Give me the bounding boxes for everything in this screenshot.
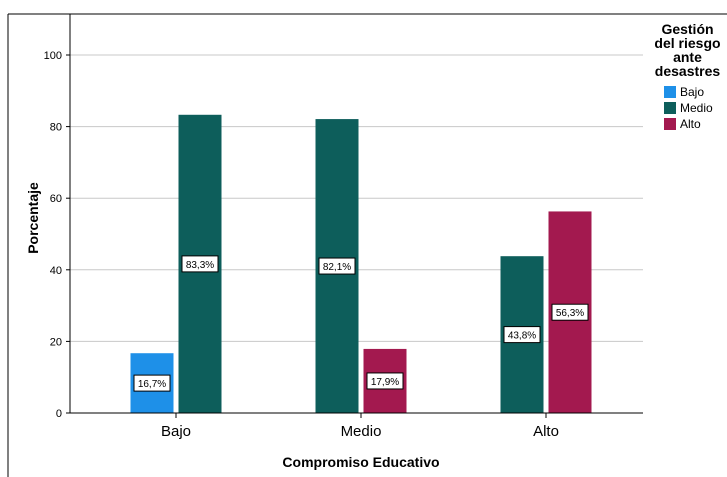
legend-title-line: Gestión [661, 21, 714, 37]
data-label: 43,8% [508, 331, 536, 342]
x-axis-title: Compromiso Educativo [282, 454, 439, 470]
legend-item-alto: Alto [648, 116, 727, 132]
legend-swatch [664, 102, 676, 114]
data-label-box [551, 303, 589, 321]
legend-label: Alto [680, 117, 701, 131]
legend-item-medio: Medio [648, 100, 727, 116]
y-axis-title: Porcentaje [25, 182, 41, 254]
legend-title-line: ante [673, 49, 702, 65]
data-label-box [503, 326, 541, 344]
data-label-box [133, 374, 171, 392]
legend-title: Gestión del riesgo ante desastres [648, 22, 727, 78]
data-label-box [181, 255, 219, 273]
legend-swatch [664, 86, 676, 98]
y-axis-ticks: 0 20 40 60 80 100 [44, 50, 70, 420]
x-axis-ticks: Bajo Medio Alto [161, 413, 559, 440]
legend-label: Bajo [680, 85, 705, 99]
legend-swatch [664, 118, 676, 130]
x-tick-label: Bajo [161, 423, 191, 440]
data-label-box [366, 372, 404, 390]
data-label-box [318, 257, 356, 275]
data-labels: 16,7% 83,3% 82,1% 17,9% 43,8% 56,3% [133, 255, 589, 392]
legend: Gestión del riesgo ante desastres Bajo M… [648, 22, 727, 132]
legend-item-bajo: Bajo [648, 84, 727, 100]
y-tick-label: 100 [44, 50, 62, 62]
y-tick-label: 40 [50, 265, 62, 277]
x-tick-label: Medio [341, 423, 382, 440]
legend-label: Medio [680, 101, 713, 115]
y-tick-label: 60 [50, 193, 62, 205]
y-tick-label: 80 [50, 122, 62, 134]
legend-title-line: desastres [654, 63, 721, 79]
data-label: 82,1% [323, 262, 351, 273]
x-tick-label: Alto [533, 423, 559, 440]
data-label: 16,7% [138, 379, 166, 390]
data-label: 56,3% [556, 308, 584, 319]
y-tick-label: 0 [56, 408, 62, 420]
legend-title-line: del riesgo [654, 35, 721, 51]
data-label: 83,3% [186, 260, 214, 271]
y-tick-label: 20 [50, 336, 62, 348]
data-label: 17,9% [371, 377, 399, 388]
